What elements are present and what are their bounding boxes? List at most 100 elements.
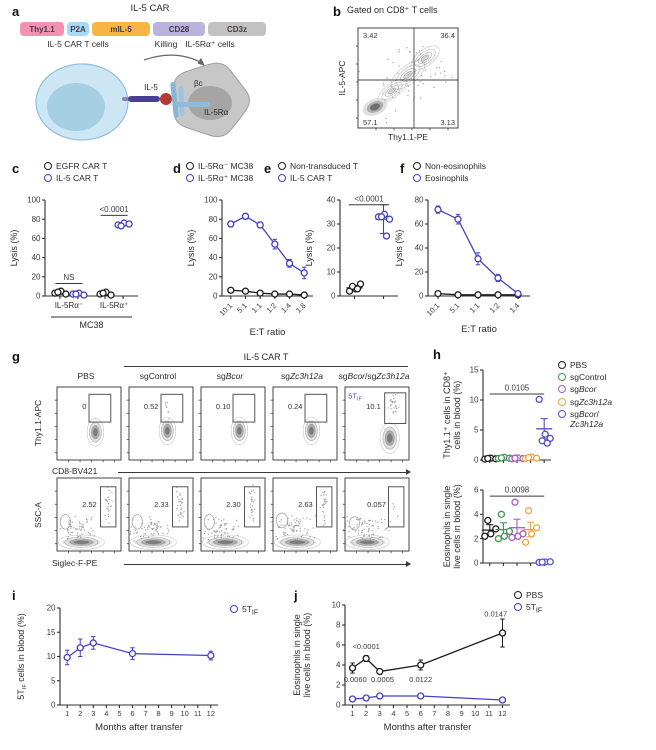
- legend-item: IL-5Rα⁻ MC38: [186, 161, 253, 171]
- svg-text:live cells in blood (%): live cells in blood (%): [302, 613, 312, 698]
- column-title: sgControl: [139, 371, 177, 381]
- legend-item: sgControl: [558, 372, 612, 382]
- panel-g-row2-x-label: Siglec-F-PE: [52, 558, 98, 568]
- svg-text:E:T ratio: E:T ratio: [461, 324, 497, 335]
- svg-text:0: 0: [82, 402, 86, 411]
- svg-text:15: 15: [47, 628, 56, 637]
- svg-text:30: 30: [327, 220, 336, 229]
- svg-text:Thy1.1⁺ cells in CD8⁺: Thy1.1⁺ cells in CD8⁺: [442, 371, 452, 459]
- svg-text:8: 8: [157, 709, 161, 718]
- svg-text:9: 9: [460, 709, 464, 718]
- svg-text:5: 5: [51, 676, 56, 685]
- svg-text:6: 6: [336, 641, 341, 650]
- panel-f-legend: Non-eosinophils Eosinophils: [413, 161, 486, 185]
- svg-text:IL-5: IL-5: [144, 83, 158, 92]
- flow-plot-ssc-sgzc3h12a: 2.63: [270, 477, 338, 554]
- panel-label-i: i: [12, 588, 16, 603]
- svg-text:60: 60: [209, 234, 218, 243]
- svg-text:2.52: 2.52: [82, 500, 97, 509]
- panel-c-chart: 0 20 40 60 80 100 Lysis (%) IL-5Rα⁻ IL-5Rα⁺ MC38 N…: [9, 196, 138, 330]
- svg-text:CD28: CD28: [169, 25, 190, 34]
- svg-text:12: 12: [207, 709, 215, 718]
- panel-g-row2-x-axis-arrow: [124, 561, 411, 567]
- panel-g-row1-x-axis-arrow: [118, 469, 411, 475]
- svg-text:0.52: 0.52: [144, 402, 159, 411]
- legend-marker-circle: [44, 174, 52, 183]
- panel-g-row1-x-label: CD8-BV421: [52, 466, 98, 476]
- legend-marker-circle: [413, 162, 421, 170]
- svg-text:0.0005: 0.0005: [371, 675, 394, 684]
- svg-text:100: 100: [204, 196, 218, 205]
- panel-h-bottom-chart: 0 2 4 6 Eosinophils in single live cells in b…: [442, 484, 554, 569]
- svg-text:11: 11: [194, 709, 202, 718]
- svg-text:60: 60: [415, 220, 424, 229]
- svg-text:2: 2: [336, 681, 341, 690]
- svg-text:15: 15: [470, 366, 479, 375]
- svg-text:10: 10: [327, 268, 336, 277]
- svg-text:IL-5 CAR T cells: IL-5 CAR T cells: [47, 39, 109, 49]
- svg-text:1:4: 1:4: [508, 301, 522, 315]
- panel-e-chart: 0 10 20 30 40 Lysis (%) <0.0001: [304, 194, 398, 301]
- legend-marker-circle: [278, 162, 286, 170]
- svg-text:Eosinophils in single: Eosinophils in single: [292, 614, 302, 696]
- svg-text:P2A: P2A: [70, 25, 86, 34]
- svg-text:80: 80: [415, 196, 424, 205]
- flow-plot-thy11-double-ko: 10.1 5TIF: [342, 386, 410, 463]
- legend-item: IL-5 CAR T: [278, 173, 358, 183]
- svg-text:20: 20: [415, 268, 424, 277]
- svg-text:0: 0: [336, 701, 341, 710]
- svg-text:1:2: 1:2: [488, 301, 502, 315]
- panel-b-flow-plot: 3.42 36.4 57.1 3.13: [355, 27, 459, 131]
- car-construct-title: IL-5 CAR: [130, 3, 170, 14]
- panel-h-top-chart: 0 5 10 15 Thy1.1⁺ cells in CD8⁺ cells in bloo…: [442, 366, 554, 465]
- svg-text:4: 4: [391, 709, 395, 718]
- legend-marker-circle: [558, 409, 566, 418]
- svg-text:IL-5Rα⁻: IL-5Rα⁻: [55, 301, 83, 310]
- svg-text:5TIF cells in blood (%): 5TIF cells in blood (%): [16, 613, 28, 699]
- svg-text:4: 4: [104, 709, 108, 718]
- svg-text:12: 12: [498, 709, 506, 718]
- panel-g-row2-y-label: SSC-A: [33, 502, 43, 528]
- legend-marker-circle: [514, 591, 522, 599]
- svg-text:2: 2: [78, 709, 82, 718]
- svg-text:<0.0001: <0.0001: [100, 205, 130, 214]
- svg-text:20: 20: [209, 272, 218, 281]
- svg-text:4: 4: [336, 661, 341, 670]
- svg-text:8: 8: [446, 709, 450, 718]
- svg-text:6: 6: [474, 486, 479, 495]
- panel-b-y-axis-label: IL-5-APC: [337, 60, 347, 96]
- svg-text:10: 10: [181, 709, 189, 718]
- svg-text:9: 9: [170, 709, 174, 718]
- svg-text:1:4: 1:4: [279, 301, 293, 315]
- flow-plot-ssc-sgcontrol: 2.33: [126, 477, 194, 554]
- svg-text:live cells in blood (%): live cells in blood (%): [452, 484, 462, 569]
- svg-text:5: 5: [117, 709, 121, 718]
- flow-plot-thy11-sgcontrol: 0.52: [126, 386, 194, 463]
- panel-g-header-line: [124, 366, 408, 367]
- svg-text:5:1: 5:1: [235, 301, 249, 315]
- svg-text:7: 7: [432, 709, 436, 718]
- svg-text:0.24: 0.24: [288, 402, 303, 411]
- svg-text:57.1: 57.1: [363, 118, 378, 127]
- svg-text:10: 10: [471, 709, 479, 718]
- legend-marker-circle: [278, 174, 286, 183]
- legend-item: EGFR CAR T: [44, 161, 107, 171]
- svg-text:Lysis (%): Lysis (%): [394, 230, 404, 267]
- svg-text:100: 100: [27, 196, 41, 205]
- panel-f-chart: 0 20 40 60 80 10:1 5:1 1:1 1:2 1:4 Lysis (%) E:T ra…: [394, 196, 530, 335]
- column-title: sgBcor/sgZc3h12a: [338, 371, 410, 381]
- legend-marker-circle: [558, 361, 566, 369]
- svg-text:E:T ratio: E:T ratio: [250, 327, 286, 338]
- legend-item: 5TIF: [230, 604, 258, 617]
- svg-text:40: 40: [327, 196, 336, 205]
- svg-text:20: 20: [32, 272, 41, 281]
- svg-text:8: 8: [336, 621, 341, 630]
- svg-text:0.057: 0.057: [367, 500, 386, 509]
- panel-h-legend: PBS sgControl sgBcor sgZc3h12a sgBcor/Zc3h12…: [558, 360, 612, 431]
- panel-g-row1-y-label: Thy1.1-APC: [33, 399, 43, 447]
- svg-text:0: 0: [419, 292, 424, 301]
- svg-text:Lysis (%): Lysis (%): [9, 230, 19, 267]
- svg-text:40: 40: [415, 244, 424, 253]
